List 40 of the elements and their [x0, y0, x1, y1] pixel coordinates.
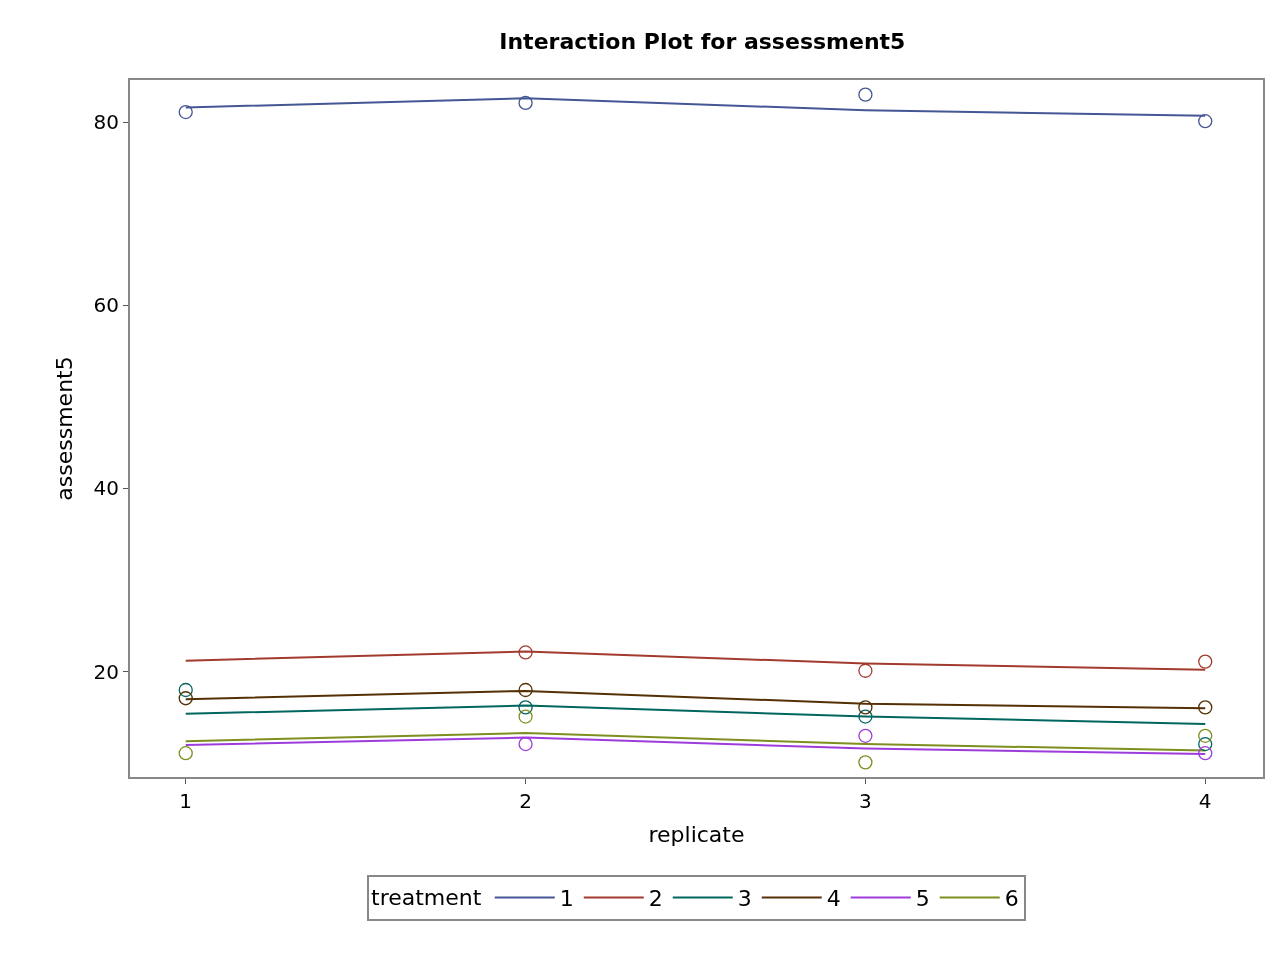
legend-label: 5	[915, 885, 930, 911]
y-tick-label: 80	[93, 110, 119, 135]
point	[1198, 114, 1213, 129]
point	[1198, 654, 1213, 669]
x-tick-label: 2	[519, 789, 532, 813]
y-tick-label: 40	[93, 476, 119, 501]
x-tick-label: 1	[179, 789, 193, 813]
point	[178, 746, 193, 761]
point	[858, 87, 873, 102]
legend-title: treatment	[371, 885, 482, 911]
point	[858, 663, 873, 678]
point	[178, 682, 193, 698]
point	[1198, 728, 1213, 743]
point	[1198, 746, 1213, 761]
point	[518, 709, 533, 724]
legend-label: 3	[737, 885, 752, 911]
point	[518, 682, 533, 698]
y-axis-title: assessment5	[51, 356, 77, 501]
point	[858, 755, 873, 770]
legend-label: 6	[1004, 885, 1019, 911]
point	[518, 736, 533, 752]
point	[1198, 700, 1213, 715]
y-tick-label: 20	[93, 659, 119, 684]
point	[1198, 736, 1213, 752]
point	[518, 700, 533, 715]
x-tick-label: 4	[1198, 789, 1212, 813]
y-tick-label: 60	[93, 293, 119, 318]
legend-label: 1	[559, 885, 574, 911]
point	[518, 645, 533, 660]
legend-label: 2	[648, 885, 663, 911]
legend-label: 4	[826, 885, 841, 911]
chart-title: Interaction Plot for assessment5	[499, 29, 906, 55]
x-axis-title: replicate	[648, 822, 745, 848]
point	[518, 95, 533, 111]
point	[178, 691, 193, 706]
point	[858, 709, 873, 724]
point	[858, 700, 873, 715]
point	[178, 104, 193, 120]
x-tick-label: 3	[859, 789, 872, 813]
point	[858, 728, 873, 743]
